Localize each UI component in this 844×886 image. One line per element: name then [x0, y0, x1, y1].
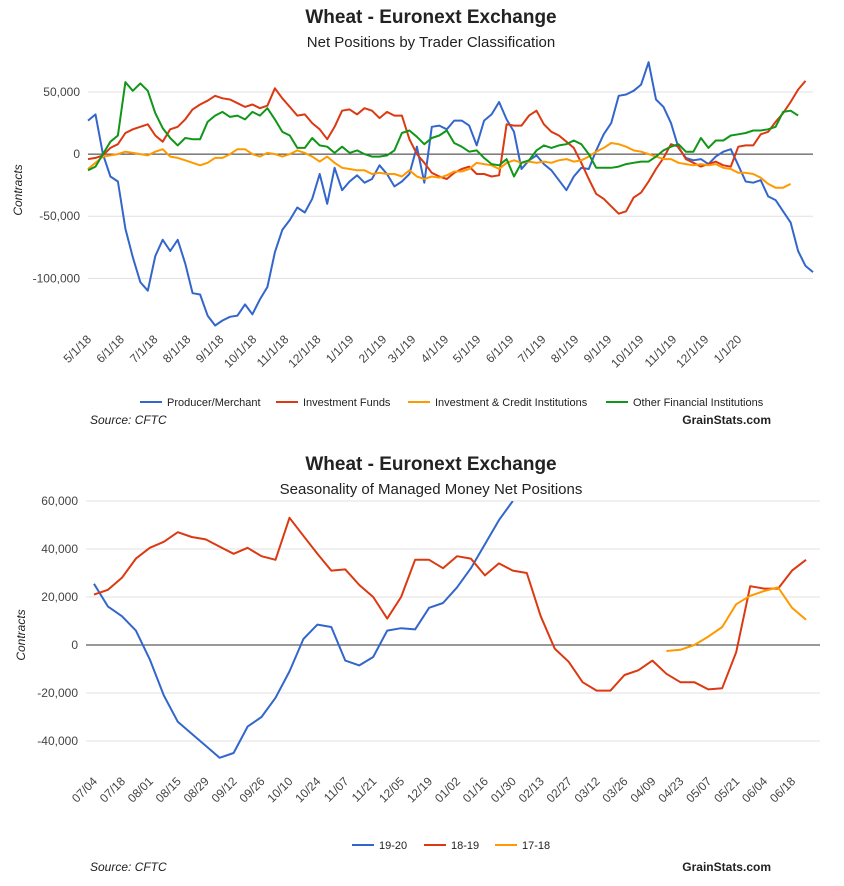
chart2-x-tick-label: 10/24 [292, 774, 323, 805]
chart2-x-tick-label: 03/26 [599, 774, 630, 805]
legend-label-producer-merchant: Producer/Merchant [167, 397, 261, 409]
chart2-x-ticks: 07/0407/1808/0108/1508/2909/1209/2610/10… [69, 774, 798, 805]
chart1-x-tick-label: 12/1/19 [673, 332, 711, 370]
chart2-title: Wheat - Euronext Exchange [305, 454, 556, 475]
chart1-x-ticks: 5/1/18 6/1/18 7/1/18 8/1/18 9/1/1810/1/1811/… [61, 332, 745, 370]
chart1-source: Source: CFTC [90, 413, 167, 427]
chart2-x-tick-label: 01/02 [432, 774, 463, 805]
chart1-x-tick-label: 11/1/19 [642, 332, 680, 370]
chart2-x-tick-label: 02/27 [544, 774, 575, 805]
series-line-producer-merchant [87, 61, 814, 327]
chart2-gridlines [86, 500, 820, 742]
chart1-x-tick-label: 11/1/18 [254, 332, 292, 370]
chart2-y-tick-label: 20,000 [41, 590, 78, 604]
chart2-x-tick-label: 11/21 [349, 774, 380, 805]
chart2-x-tick-label: 09/12 [209, 774, 240, 805]
chart1-y-axis-label: Contracts [11, 164, 25, 215]
chart2-x-tick-label: 06/18 [767, 774, 798, 805]
chart1-x-tick-label: 8/1/18 [160, 332, 194, 366]
chart2-y-axis-label: Contracts [14, 609, 28, 660]
chart2-x-tick-label: 04/23 [655, 774, 686, 805]
chart1-y-ticks: 50,000 0 -50,000 -100,000 [33, 85, 81, 285]
chart2-x-tick-label: 04/09 [627, 774, 658, 805]
chart1-x-tick-label: 4/1/19 [418, 332, 452, 366]
chart2-x-tick-label: 05/07 [683, 774, 714, 805]
chart1-y-tick-label: -50,000 [39, 209, 80, 223]
legend-label-17-18: 17-18 [522, 840, 550, 852]
chart2-x-tick-label: 12/05 [376, 774, 407, 805]
chart2-brand: GrainStats.com [682, 860, 771, 874]
chart2-x-tick-label: 11/07 [321, 774, 352, 805]
chart2-x-tick-label: 06/04 [739, 774, 770, 805]
legend-label-investment-funds: Investment Funds [303, 397, 391, 409]
chart2-x-tick-label: 02/13 [516, 774, 547, 805]
chart2-x-tick-label: 05/21 [711, 774, 742, 805]
chart1-x-tick-label: 1/1/19 [323, 332, 357, 366]
series-line-18-19 [93, 516, 807, 692]
chart1-gridlines [88, 91, 813, 279]
series-line-19-20 [93, 501, 514, 759]
chart2-subtitle: Seasonality of Managed Money Net Positio… [280, 481, 583, 498]
chart2-x-tick-label: 08/29 [181, 774, 212, 805]
chart1-x-tick-label: 10/1/19 [608, 332, 646, 370]
chart1-y-tick-label: 50,000 [43, 85, 80, 99]
chart1-x-tick-label: 5/1/18 [61, 332, 95, 366]
chart2-x-tick-label: 10/10 [264, 774, 295, 805]
chart1-x-tick-label: 7/1/19 [515, 332, 549, 366]
chart2-y-tick-label: 40,000 [41, 542, 78, 556]
chart2-y-tick-label: 60,000 [41, 494, 78, 508]
chart2-x-tick-label: 01/30 [488, 774, 519, 805]
chart2-y-tick-label: 0 [71, 638, 78, 652]
chart1-subtitle: Net Positions by Trader Classification [307, 34, 555, 51]
legend-label-18-19: 18-19 [451, 840, 479, 852]
chart1-brand: GrainStats.com [682, 413, 771, 427]
chart1-x-tick-label: 6/1/18 [94, 332, 128, 366]
chart2-x-tick-label: 07/18 [97, 774, 128, 805]
chart1-x-tick-label: 2/1/19 [356, 332, 390, 366]
trader-classification-chart: Wheat - Euronext Exchange Net Positions … [11, 7, 814, 427]
chart1-x-tick-label: 1/1/20 [711, 332, 745, 366]
chart2-x-tick-label: 03/12 [572, 774, 603, 805]
chart1-x-tick-label: 3/1/19 [385, 332, 419, 366]
series-line-other-financial-institutions [87, 81, 799, 178]
chart2-x-tick-label: 08/15 [153, 774, 184, 805]
series-line-investment-funds [87, 80, 807, 215]
legend-label-other-financial-institutions: Other Financial Institutions [633, 397, 764, 409]
chart1-x-tick-label: 5/1/19 [450, 332, 484, 366]
chart1-x-tick-label: 8/1/19 [548, 332, 582, 366]
series-line-investment-credit-institutions [87, 142, 792, 189]
chart1-x-tick-label: 12/1/18 [285, 332, 323, 370]
chart2-x-tick-label: 12/19 [404, 774, 435, 805]
chart2-source: Source: CFTC [90, 860, 167, 874]
chart1-x-tick-label: 10/1/18 [221, 332, 259, 370]
chart2-x-tick-label: 01/16 [460, 774, 491, 805]
chart1-y-tick-label: 0 [73, 147, 80, 161]
legend-label-investment-credit-institutions: Investment & Credit Institutions [435, 397, 588, 409]
chart2-legend: 19-20 18-19 17-18 [352, 840, 550, 852]
chart2-y-tick-label: -40,000 [37, 734, 78, 748]
legend-label-19-20: 19-20 [379, 840, 407, 852]
seasonality-chart: Wheat - Euronext Exchange Seasonality of… [14, 454, 820, 874]
chart2-x-tick-label: 08/01 [125, 774, 156, 805]
chart1-x-tick-label: 7/1/18 [127, 332, 161, 366]
chart2-x-tick-label: 09/26 [237, 774, 268, 805]
chart1-series-lines [87, 61, 814, 327]
chart2-y-ticks: 60,000 40,000 20,000 0 -20,000 -40,000 [37, 494, 78, 748]
chart2-y-tick-label: -20,000 [37, 686, 78, 700]
chart1-legend: Producer/Merchant Investment Funds Investm… [140, 397, 764, 409]
chart2-x-tick-label: 07/04 [69, 774, 100, 805]
series-line-17-18 [666, 586, 807, 652]
chart1-title: Wheat - Euronext Exchange [305, 7, 556, 28]
chart2-series-lines [93, 501, 807, 759]
chart1-y-tick-label: -100,000 [33, 271, 81, 285]
chart1-x-tick-label: 6/1/19 [483, 332, 517, 366]
